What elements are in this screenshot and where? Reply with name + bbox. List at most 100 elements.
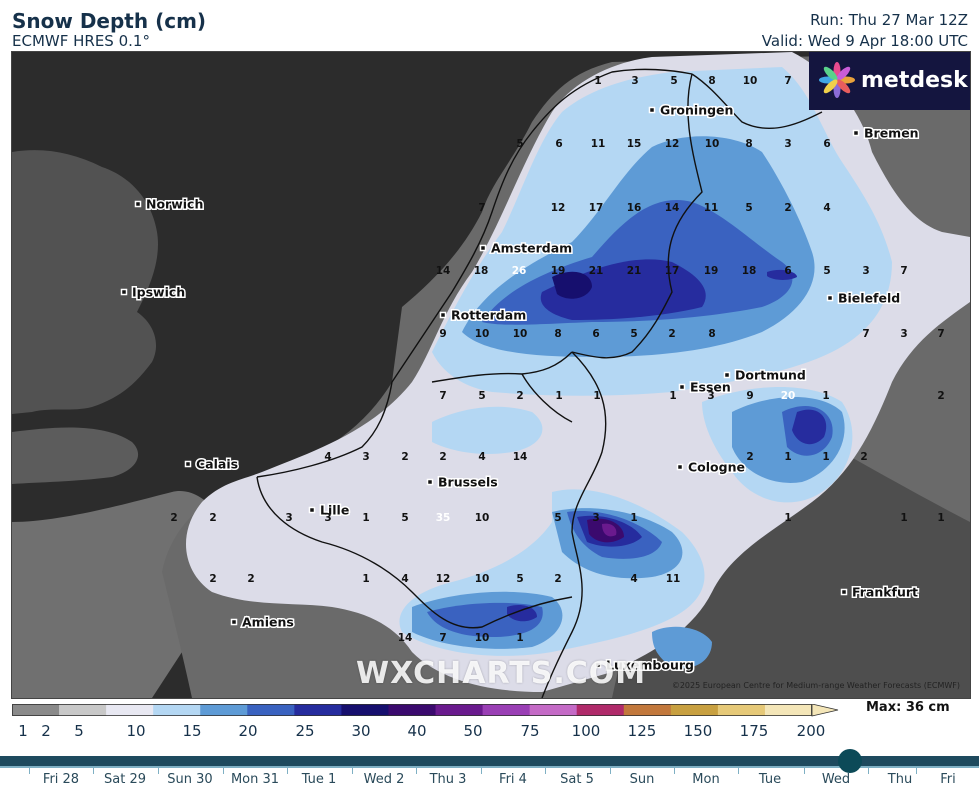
city-label-amsterdam: Amsterdam [491,241,572,256]
snow-depth-value: 17 [589,202,604,214]
snow-depth-value: 2 [746,451,753,463]
city-marker [840,588,848,596]
city-label-luxembourg: Luxembourg [606,658,694,673]
snow-depth-value: 6 [823,138,830,150]
run-time: Run: Thu 27 Mar 12Z [810,11,968,29]
city-label-amiens: Amiens [242,615,294,630]
snow-depth-value: 3 [324,512,331,524]
timeline-day[interactable]: Fri 4 [499,772,527,787]
timeline-separator [916,768,917,774]
timeline-day[interactable]: Fri [940,772,956,787]
snow-depth-value: 10 [513,328,528,340]
snow-depth-value: 11 [666,573,681,585]
timeline-bar[interactable] [0,756,979,766]
snow-depth-value: 1 [630,512,637,524]
snow-depth-value: 3 [707,390,714,402]
snow-depth-value: 5 [670,75,677,87]
snow-depth-value: 7 [439,390,446,402]
timeline-track [0,766,979,768]
timeline-day[interactable]: Thu [887,772,913,787]
snow-depth-map[interactable]: Groningen Bremen Norwich Amsterdam Ipswich Bi… [11,51,971,699]
legend-swatch [670,704,719,716]
snow-depth-value: 7 [900,265,907,277]
timeline-day[interactable]: Fri 28 [42,772,80,787]
timeline-separator [610,768,611,774]
snow-depth-value: 3 [592,512,599,524]
snow-depth-value: 4 [324,451,331,463]
city-label-essen: Essen [690,380,731,395]
snow-depth-value: 1 [822,390,829,402]
city-marker [676,463,684,471]
legend-swatch [59,704,107,716]
legend-swatch [247,704,295,716]
timeline-day[interactable]: Mon 31 [230,772,280,787]
snow-depth-value: 3 [900,328,907,340]
timeline-day[interactable]: Sat 29 [104,772,146,787]
snow-depth-value: 9 [746,390,753,402]
timeline-day[interactable]: Sat 5 [560,772,594,787]
snow-depth-value: 2 [209,573,216,585]
timeline-day[interactable]: Sun 30 [167,772,213,787]
snow-depth-value: 14 [513,451,528,463]
legend-tick-label: 175 [739,722,769,740]
snow-depth-value: 10 [475,512,490,524]
snow-depth-value: 12 [665,138,680,150]
snow-depth-value: 10 [475,573,490,585]
snow-depth-value: 6 [555,138,562,150]
legend-bar [12,704,839,717]
timeline-day[interactable]: Thu 3 [429,772,467,787]
legend-swatch [529,704,578,716]
timeline-day[interactable]: Sun [629,772,655,787]
timeline-day[interactable]: Wed [821,772,851,787]
snow-depth-value: 1 [593,390,600,402]
snow-depth-value: 4 [630,573,637,585]
map-canvas: Groningen Bremen Norwich Amsterdam Ipswich Bi… [12,52,970,698]
timeline-day[interactable]: Tue [758,772,782,787]
snow-depth-value: 2 [554,573,561,585]
legend-tick-label: 20 [238,722,258,740]
snow-depth-value: 4 [823,202,830,214]
legend-swatch [153,704,201,716]
timeline-separator [545,768,546,774]
watermark: WXCHARTS.COM [356,656,647,691]
snow-depth-value: 10 [475,328,490,340]
legend-swatch [106,704,154,716]
legend-swatch [717,704,766,716]
snow-depth-value: 6 [784,265,791,277]
snow-depth-value: 18 [742,265,757,277]
city-marker [594,661,602,669]
snow-depth-value: 1 [822,451,829,463]
city-label-ipswich: Ipswich [132,285,185,300]
timeline-day[interactable]: Wed 2 [363,772,405,787]
city-marker [852,129,860,137]
snow-depth-value: 3 [784,138,791,150]
timeline[interactable]: Fri 28 Sat 29 Sun 30 Mon 31 Tue 1 Wed 2 Thu 3 F… [0,749,979,794]
snow-depth-value: 1 [669,390,676,402]
snow-depth-value: 2 [439,451,446,463]
city-label-bielefeld: Bielefeld [838,291,900,306]
header: Snow Depth (cm) ECMWF HRES 0.1° Run: Thu… [0,0,979,52]
snow-depth-value: 2 [170,512,177,524]
metdesk-flower-icon [819,62,855,98]
legend-tick-label: 10 [126,722,146,740]
legend-tick-label: 15 [182,722,202,740]
snow-depth-value: 5 [516,138,523,150]
timeline-day[interactable]: Mon [692,772,720,787]
legend-swatch [482,704,531,716]
snow-depth-value: 12 [436,573,451,585]
metdesk-logo: metdesk [809,52,970,110]
snow-depth-value: 5 [478,390,485,402]
city-marker [134,200,142,208]
city-marker [648,106,656,114]
city-label-groningen: Groningen [660,103,733,118]
city-marker [120,288,128,296]
snow-depth-value: 14 [665,202,680,214]
legend-arrow [811,704,839,717]
timeline-day[interactable]: Tue 1 [301,772,337,787]
timeline-separator [93,768,94,774]
timeline-slider-knob[interactable] [838,749,862,773]
snow-depth-value: 18 [474,265,489,277]
snow-depth-value: 7 [862,328,869,340]
timeline-separator [416,768,417,774]
legend-tick-label: 150 [683,722,713,740]
